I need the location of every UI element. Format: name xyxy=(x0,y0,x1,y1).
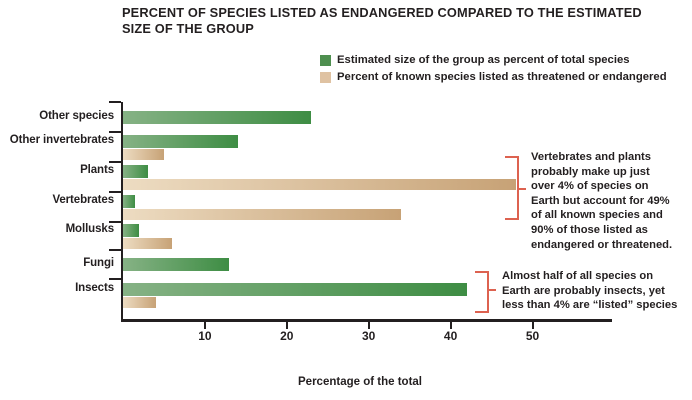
annotation-insects: Almost half of all species on Earth are … xyxy=(502,270,678,312)
x-axis-tick-label: 30 xyxy=(362,329,376,343)
chart-row: Vertebrates xyxy=(0,191,692,222)
x-axis-tick xyxy=(531,322,534,329)
axis-tick-left xyxy=(109,161,121,163)
x-axis-title: Percentage of the total xyxy=(298,376,422,388)
x-axis-line xyxy=(121,319,612,322)
plot-area: Other species Other invertebrates Plants Ve… xyxy=(0,101,692,320)
bar-groupsize-vertebrates xyxy=(123,195,135,208)
x-axis-tick xyxy=(449,322,452,329)
category-label: Fungi xyxy=(83,257,114,269)
bar-group xyxy=(109,221,612,250)
bracket-dash xyxy=(518,188,526,190)
bar-threatened-mollusks xyxy=(123,238,172,249)
bar-group xyxy=(109,278,612,320)
legend-label: Estimated size of the group as percent o… xyxy=(337,54,630,66)
axis-tick-left xyxy=(109,101,121,103)
bar-group xyxy=(109,101,612,132)
category-label: Other invertebrates xyxy=(9,134,114,146)
bar-group xyxy=(109,131,612,162)
chart-row: Insects xyxy=(0,278,692,320)
x-axis-tick-label: 10 xyxy=(198,329,212,343)
category-label: Mollusks xyxy=(65,223,115,235)
legend-item-threatened: Percent of known species listed as threa… xyxy=(320,71,667,84)
bar-groupsize-other-species xyxy=(123,111,311,124)
bar-groupsize-mollusks xyxy=(123,224,139,237)
category-label: Vertebrates xyxy=(52,194,114,206)
annotation-vertebrates-plants: Vertebrates and plants probably make up … xyxy=(531,151,673,251)
bar-group xyxy=(109,249,612,279)
bar-threatened-other-invertebrates xyxy=(123,149,164,160)
category-label: Other species xyxy=(39,110,114,122)
x-axis-tick-label: 50 xyxy=(525,329,540,343)
annotation-bracket-insects xyxy=(475,271,496,313)
bracket-dash xyxy=(488,289,496,291)
category-label: Plants xyxy=(80,164,114,176)
bar-threatened-vertebrates xyxy=(123,209,401,220)
bar-groupsize-plants xyxy=(123,165,148,178)
annotation-bracket-vertebrates-plants xyxy=(505,156,526,220)
chart-title: PERCENT OF SPECIES LISTED AS ENDANGERED … xyxy=(122,5,642,36)
axis-tick-left xyxy=(109,131,121,133)
chart-row: Plants xyxy=(0,161,692,192)
bar-group xyxy=(109,191,612,222)
x-axis-tick xyxy=(203,322,206,329)
x-axis-tick-label: 20 xyxy=(280,329,294,343)
legend-label: Percent of known species listed as threa… xyxy=(337,71,667,83)
chart-row: Other species xyxy=(0,101,692,132)
bar-group xyxy=(109,161,612,192)
legend-swatch-tan xyxy=(320,72,331,83)
x-axis-tick-label: 40 xyxy=(443,329,458,343)
chart-row: Other invertebrates xyxy=(0,131,692,162)
bar-groupsize-fungi xyxy=(123,258,229,271)
legend-swatch-green xyxy=(320,55,331,66)
axis-tick-left xyxy=(109,221,121,223)
category-label: Insects xyxy=(75,282,114,294)
x-axis-tick xyxy=(367,322,370,329)
bar-groupsize-insects xyxy=(123,283,467,296)
bar-groupsize-other-invertebrates xyxy=(123,135,238,148)
bar-threatened-insects xyxy=(123,297,156,308)
legend: Estimated size of the group as percent o… xyxy=(320,54,667,88)
chart-row: Fungi xyxy=(0,249,692,279)
axis-tick-left xyxy=(109,191,121,193)
axis-tick-left xyxy=(109,249,121,251)
x-axis-tick xyxy=(285,322,288,329)
legend-item-group-size: Estimated size of the group as percent o… xyxy=(320,54,667,67)
bar-threatened-plants xyxy=(123,179,516,190)
axis-tick-left xyxy=(109,278,121,280)
chart-row: Mollusks xyxy=(0,221,692,250)
